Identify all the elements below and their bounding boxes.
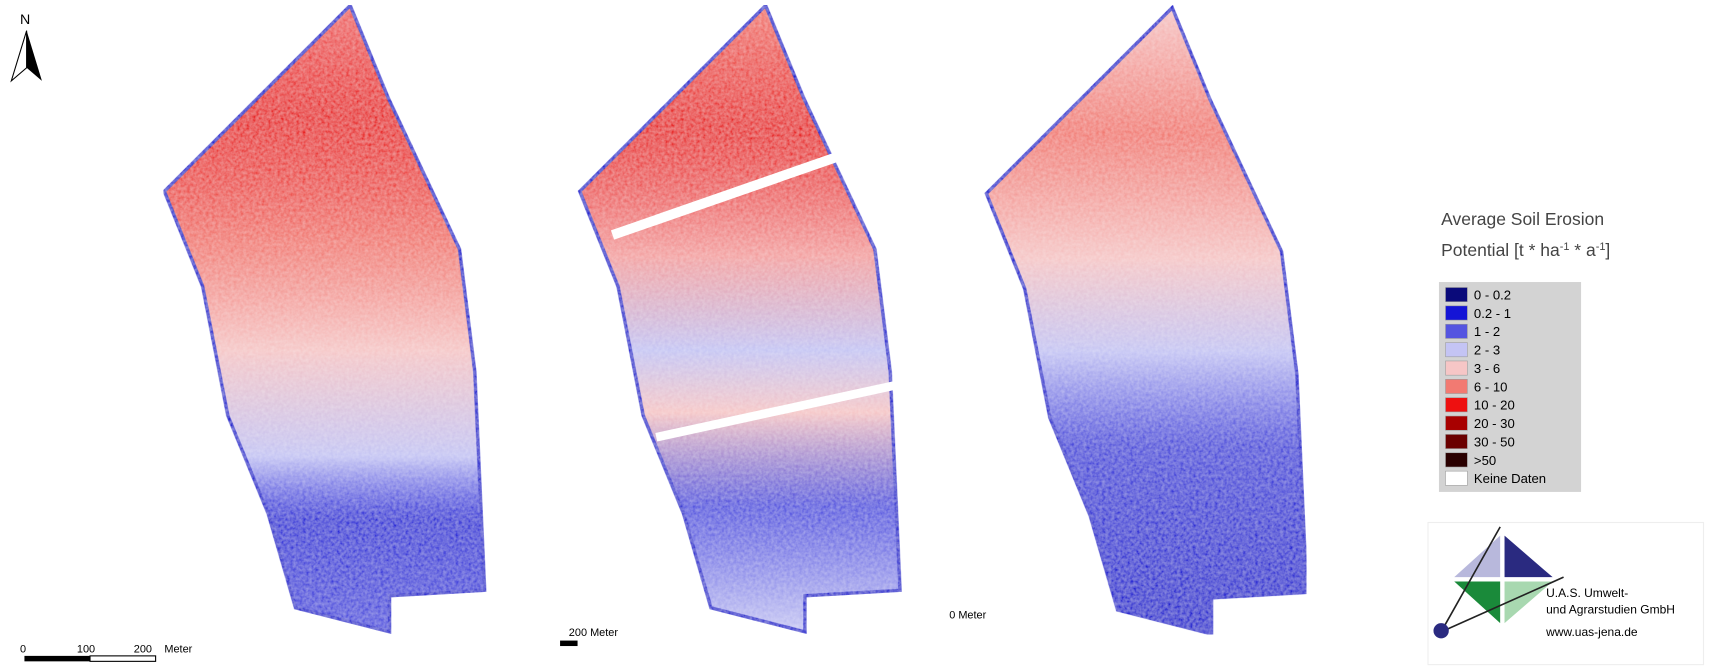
logo-url: www.uas-jena.de	[1545, 625, 1638, 639]
legend-title: Average Soil Erosion	[1441, 209, 1604, 229]
legend-title: Potential [t * ha-1 * a-1]	[1441, 240, 1610, 260]
scale-label: 100	[77, 644, 95, 656]
legend-swatch	[1446, 434, 1468, 448]
scale-label: Meter	[164, 644, 192, 656]
title-part: Potential [t * ha	[1441, 240, 1560, 260]
scale-label: 200 Meter	[569, 627, 619, 639]
legend: Average Soil Erosion Potential [t * ha-1…	[1439, 209, 1610, 492]
legend-swatch	[1446, 343, 1468, 357]
legend-label: 2 - 3	[1474, 343, 1500, 358]
logo: U.A.S. Umwelt- und Agrarstudien GmbH www…	[1428, 523, 1703, 665]
scale-label: 0 Meter	[949, 610, 986, 622]
erosion-map: N 0 100 200 Meter 200 Meter 0 Meter Aver…	[0, 0, 1717, 669]
legend-label: >50	[1474, 453, 1496, 468]
legend-label: 0.2 - 1	[1474, 306, 1511, 321]
legend-label: 30 - 50	[1474, 434, 1515, 449]
logo-text: U.A.S. Umwelt-	[1546, 586, 1628, 600]
logo-text: und Agrarstudien GmbH	[1546, 602, 1675, 616]
legend-label: 20 - 30	[1474, 416, 1515, 431]
legend-label: 0 - 0.2	[1474, 288, 1511, 303]
legend-swatch	[1446, 471, 1468, 485]
scale-label: 200	[134, 644, 152, 656]
legend-label: 10 - 20	[1474, 398, 1515, 413]
legend-swatch	[1446, 306, 1468, 320]
field-3	[986, 8, 1306, 634]
fields	[164, 5, 1306, 634]
field-1	[164, 5, 484, 631]
legend-label: 3 - 6	[1474, 361, 1500, 376]
title-part: ]	[1605, 240, 1610, 260]
legend-label: 1 - 2	[1474, 324, 1500, 339]
superscript: -1	[1560, 241, 1570, 253]
scale-bar: 0 100 200 Meter 200 Meter 0 Meter	[20, 610, 987, 662]
legend-label: Keine Daten	[1474, 471, 1546, 486]
legend-swatch	[1446, 287, 1468, 301]
legend-swatch	[1446, 324, 1468, 338]
legend-swatch	[1446, 361, 1468, 375]
legend-swatch	[1446, 379, 1468, 393]
scale-label: 0	[20, 644, 26, 656]
legend-swatch	[1446, 453, 1468, 467]
north-arrow: N	[11, 12, 42, 81]
field-2	[580, 5, 900, 631]
legend-label: 6 - 10	[1474, 379, 1508, 394]
title-part: * a	[1569, 240, 1596, 260]
legend-swatch	[1446, 398, 1468, 412]
superscript: -1	[1596, 241, 1606, 253]
north-label: N	[20, 12, 30, 28]
legend-swatch	[1446, 416, 1468, 430]
